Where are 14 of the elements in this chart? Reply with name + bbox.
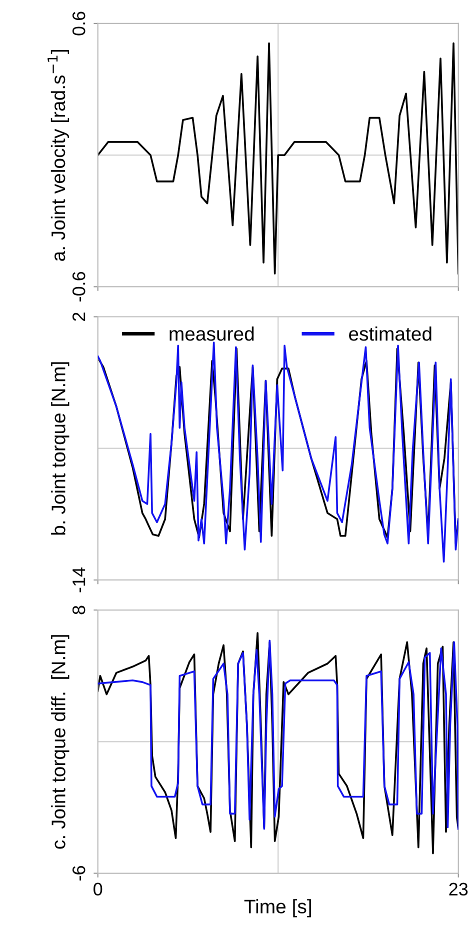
legend-label: estimated xyxy=(349,326,432,341)
x-tick-label: 23 xyxy=(449,882,468,896)
y-axis-title: a. Joint velocity [rad.s$^{−1}$] xyxy=(48,50,70,261)
y-tick-label: 0.6 xyxy=(72,12,86,36)
y-tick-label: -0.6 xyxy=(72,272,86,302)
y-tick-label: 8 xyxy=(72,606,86,614)
x-axis-title: Time [s] xyxy=(244,899,311,918)
y-tick-label: -6 xyxy=(72,866,86,880)
y-tick-label: -14 xyxy=(72,567,86,592)
x-tick-label: 0 xyxy=(94,882,102,896)
y-axis-title: c. Joint torque diff. [N.m] xyxy=(51,635,70,849)
legend-label: measured xyxy=(170,326,254,341)
y-tick-label: 2 xyxy=(72,312,86,321)
y-axis-title: b. Joint torque [N.m] xyxy=(51,362,70,535)
